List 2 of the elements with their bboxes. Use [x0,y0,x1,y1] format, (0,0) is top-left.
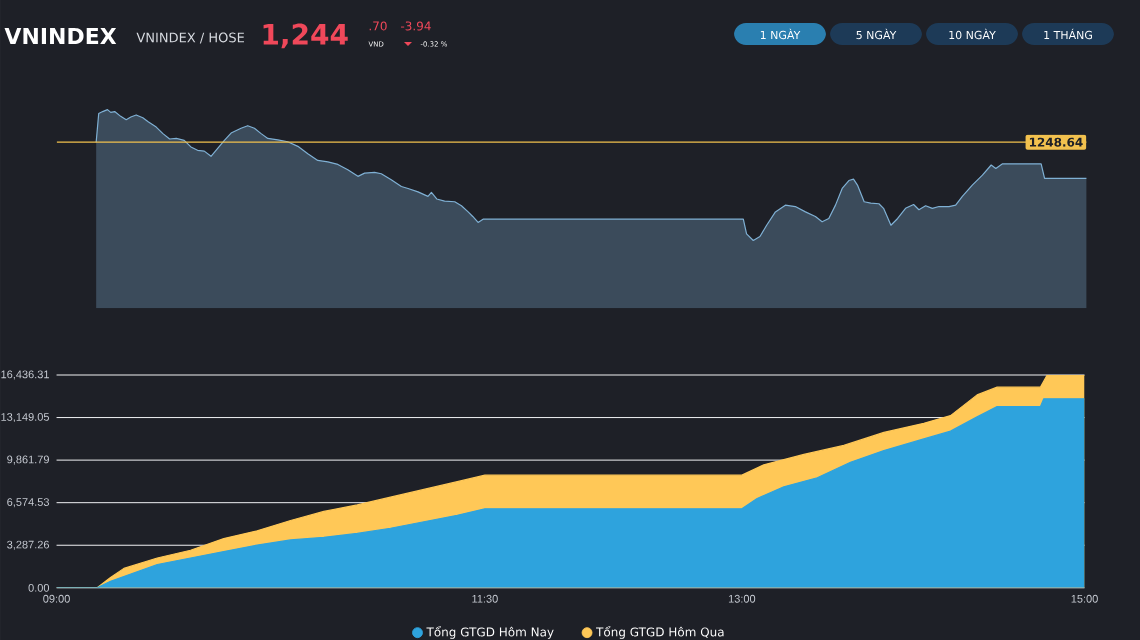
text: 1,244 [263,23,348,49]
chart-title: VNINDEX [4,27,117,44]
